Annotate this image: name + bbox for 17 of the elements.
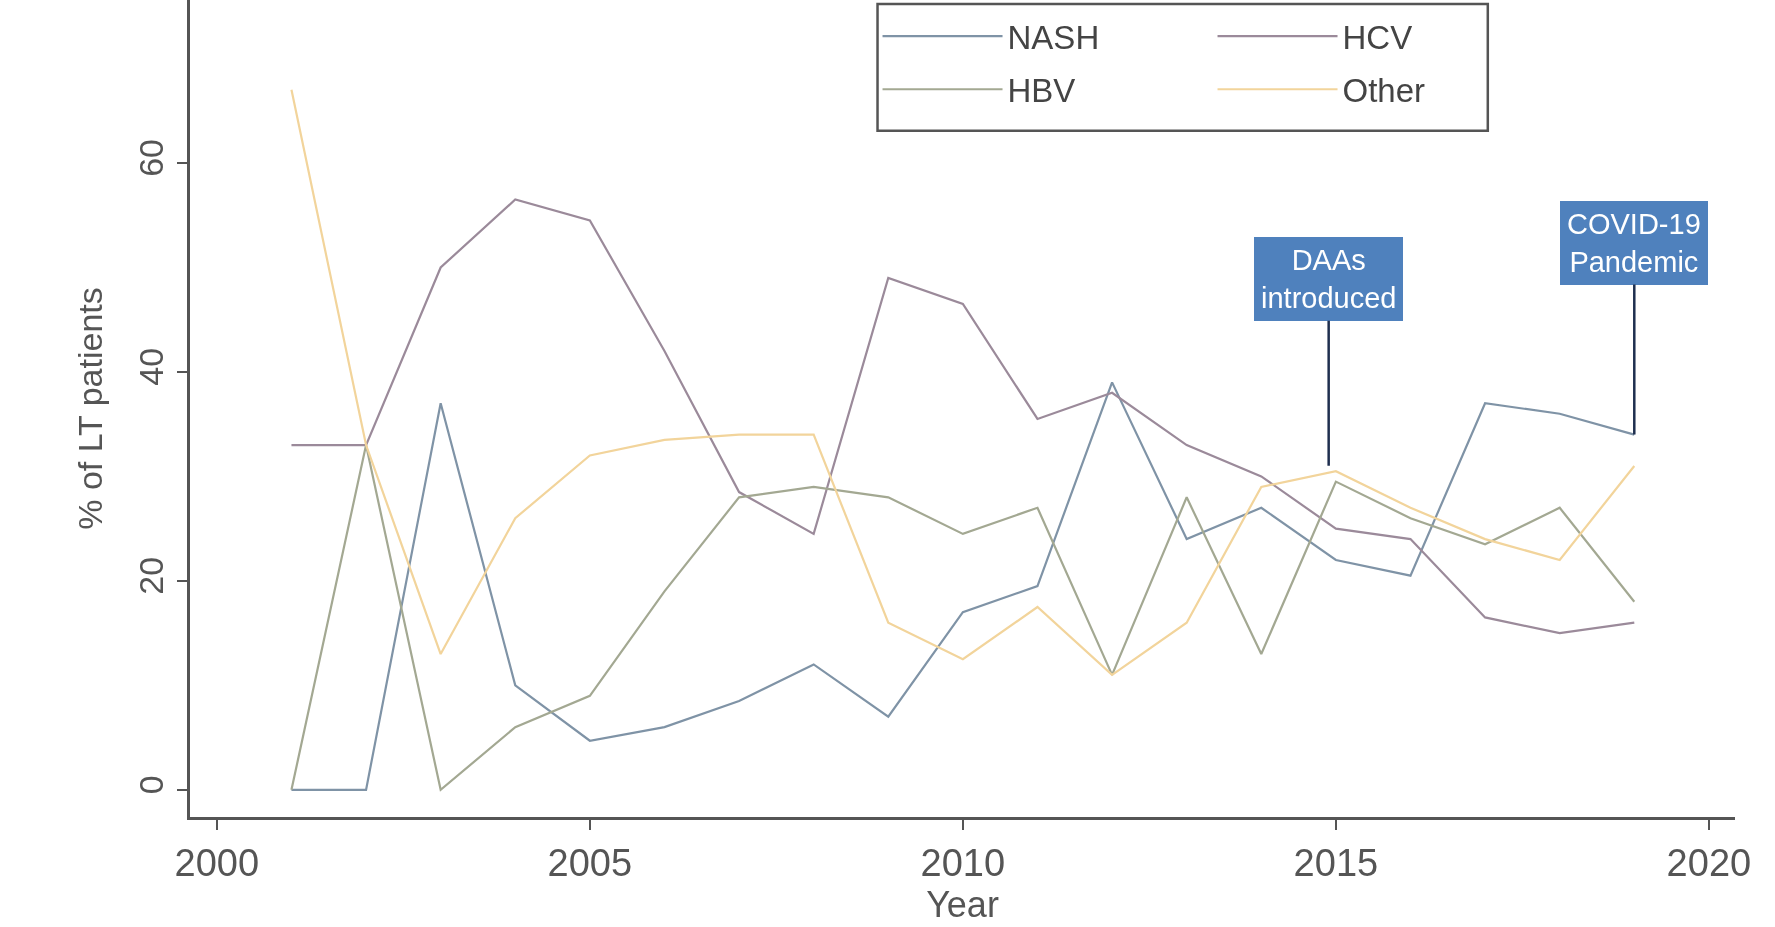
x-axis-title: Year (926, 883, 999, 925)
legend-label: Other (1342, 72, 1426, 110)
x-tick-label: 2005 (547, 841, 633, 884)
y-tick-label: 20 (132, 556, 171, 595)
y-tick-label: 60 (132, 138, 171, 177)
legend-label: NASH (1007, 18, 1100, 56)
y-axis-title: % of LT patients (71, 287, 109, 530)
y-tick-label: 40 (132, 347, 171, 386)
y-tick-label: 0 (132, 775, 171, 795)
legend-label: HBV (1007, 72, 1076, 110)
x-tick-label: 2000 (174, 841, 260, 884)
annotation: COVID-19 Pandemic (1567, 208, 1701, 278)
x-tick-label: 2015 (1293, 841, 1379, 884)
x-tick-label: 2010 (920, 841, 1006, 884)
annotation: DAAs introduced (1261, 244, 1397, 314)
legend-label: HCV (1342, 18, 1413, 56)
x-tick-label: 2020 (1666, 841, 1752, 884)
